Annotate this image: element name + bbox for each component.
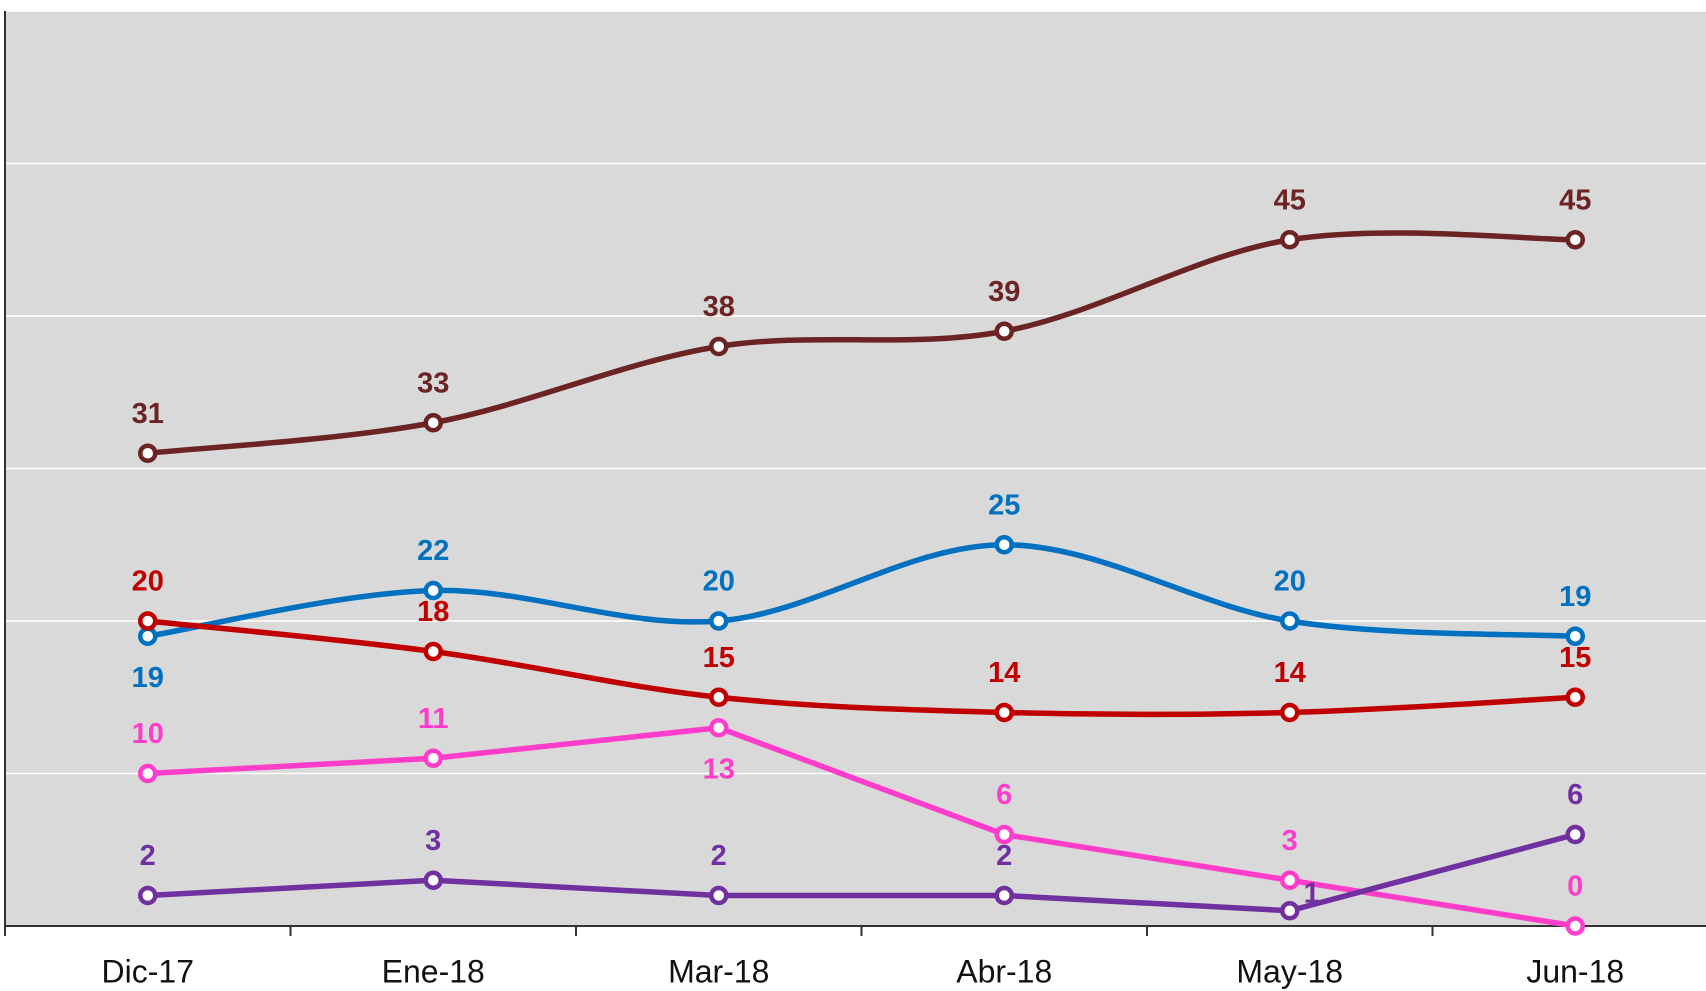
data-label: 20	[132, 566, 164, 598]
data-label: 19	[1559, 581, 1591, 613]
marker	[1565, 824, 1585, 845]
data-label: 14	[988, 657, 1020, 689]
x-tick-label: Dic-17	[102, 953, 194, 989]
marker	[994, 824, 1014, 845]
data-label: 0	[1567, 871, 1583, 903]
marker	[423, 748, 443, 768]
data-label: 45	[1274, 184, 1306, 216]
x-tick-label: Abr-18	[956, 953, 1052, 989]
data-label: 14	[1274, 657, 1306, 689]
marker	[423, 413, 443, 433]
marker	[1280, 870, 1300, 890]
data-label: 13	[703, 753, 735, 785]
marker	[1565, 230, 1585, 250]
marker	[1280, 901, 1300, 921]
data-label: 31	[132, 398, 164, 430]
marker	[709, 336, 729, 357]
data-label: 20	[703, 566, 735, 598]
marker	[138, 443, 158, 463]
data-label: 15	[703, 642, 735, 674]
series-line	[147, 831, 1576, 914]
data-label: 3	[425, 825, 441, 857]
x-tick-label: May-18	[1236, 953, 1343, 989]
data-label: 6	[1567, 779, 1583, 811]
series-line	[147, 542, 1576, 639]
data-label: 18	[417, 596, 449, 628]
marker	[423, 870, 443, 890]
lines	[138, 230, 1585, 936]
data-label: 3	[1282, 825, 1298, 857]
marker	[1565, 687, 1585, 707]
x-tick-label: Mar-18	[668, 953, 769, 989]
data-label: 1	[1304, 877, 1320, 909]
data-label: 2	[996, 840, 1012, 872]
labels: Dic-17 Ene-18 Mar-18 Abr-18 May-18 Jun-183133…	[102, 184, 1625, 989]
data-label: 15	[1559, 642, 1591, 674]
marker	[994, 885, 1014, 906]
marker	[138, 763, 158, 784]
grid	[4, 10, 1706, 936]
marker	[709, 687, 729, 707]
x-tick-label: Ene-18	[382, 953, 485, 989]
series-line	[147, 725, 1576, 929]
marker	[1565, 916, 1585, 936]
marker	[994, 702, 1014, 723]
data-label: 22	[417, 535, 449, 567]
data-label: 10	[132, 718, 164, 750]
marker	[994, 535, 1014, 555]
data-label: 2	[140, 840, 156, 872]
marker	[138, 611, 158, 631]
marker	[709, 885, 729, 906]
data-label: 33	[417, 367, 449, 399]
data-label: 20	[1274, 566, 1306, 598]
data-label: 2	[711, 840, 727, 872]
data-label: 45	[1559, 184, 1591, 216]
marker	[709, 611, 729, 631]
series-line	[147, 230, 1576, 456]
data-label: 25	[988, 489, 1020, 521]
series-line	[147, 618, 1576, 718]
marker	[1280, 230, 1300, 250]
data-label: 39	[988, 276, 1020, 308]
marker	[1280, 702, 1300, 723]
marker	[709, 718, 729, 738]
data-label: 6	[996, 779, 1012, 811]
marker	[138, 885, 158, 906]
x-tick-label: Jun-18	[1526, 953, 1624, 989]
marker	[1280, 611, 1300, 631]
marker	[1565, 626, 1585, 646]
marker	[994, 321, 1014, 341]
marker	[138, 626, 158, 646]
marker	[423, 641, 443, 662]
marker	[423, 580, 443, 601]
data-label: 19	[132, 662, 164, 694]
data-label: 11	[418, 703, 449, 735]
data-label: 38	[703, 291, 735, 323]
